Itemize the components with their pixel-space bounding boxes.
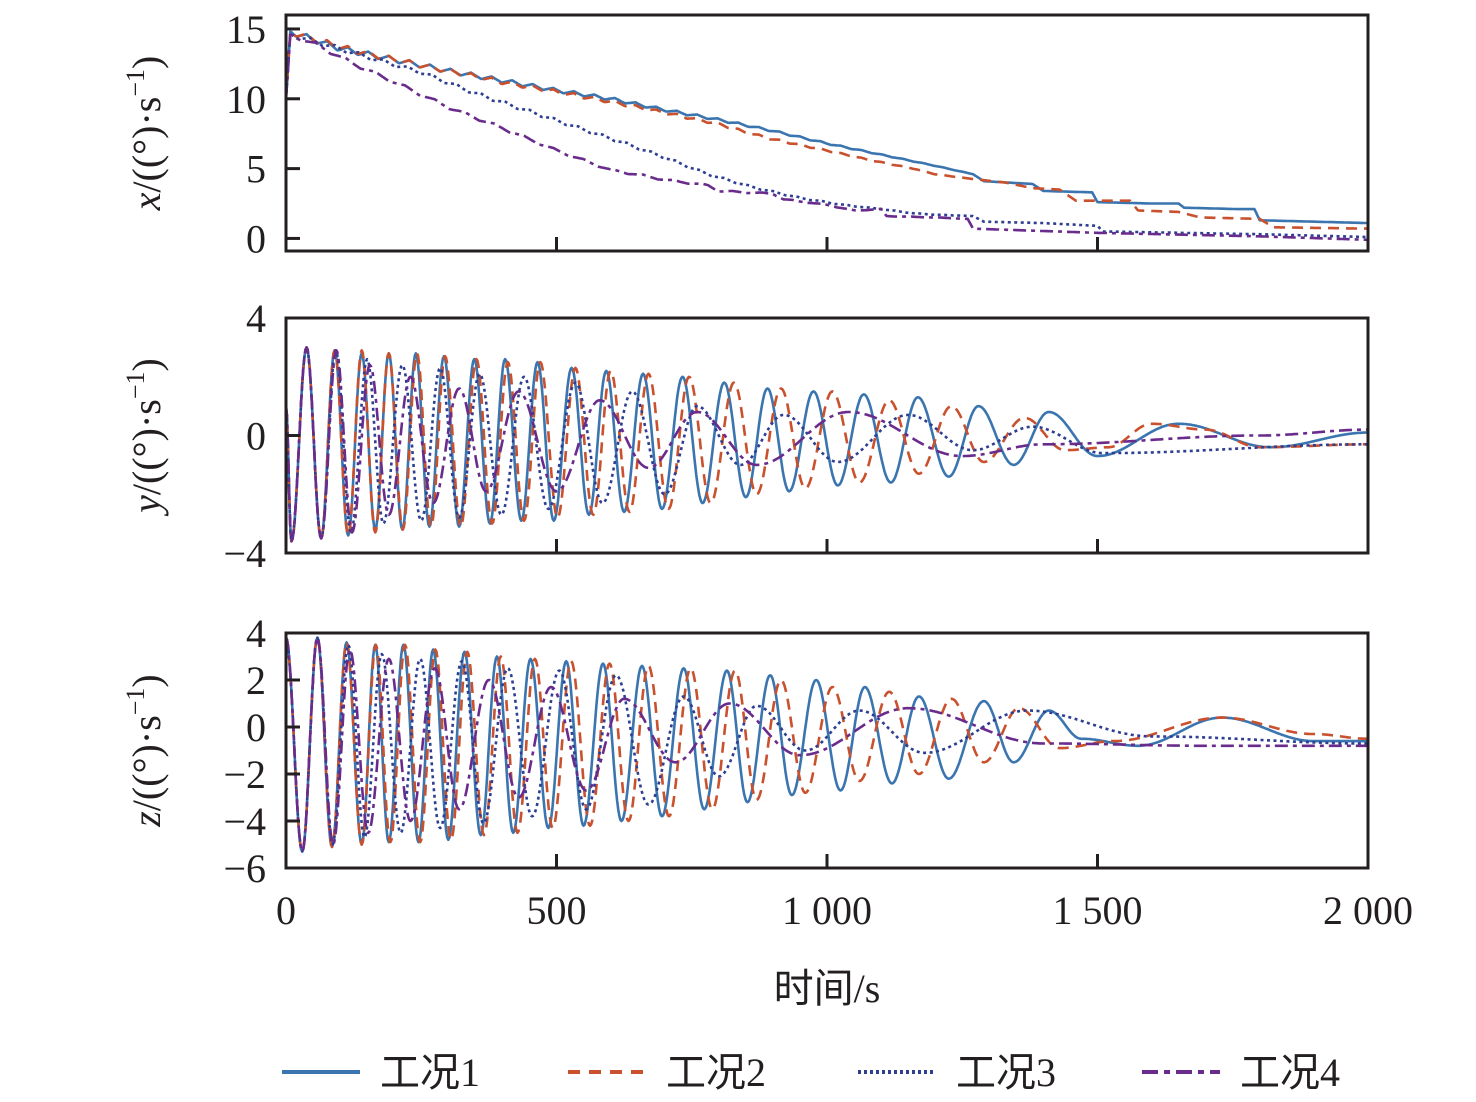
- x-tick-label: 0: [276, 888, 296, 933]
- x-tick-labels: 0 500 1 000 1 500 2 000: [276, 888, 1413, 933]
- series-line-x-工况2: [286, 30, 1368, 230]
- y-tick-label: 10: [226, 77, 266, 122]
- y-tick-label: 15: [226, 7, 266, 52]
- x-tick-label: 1 000: [782, 888, 872, 933]
- series-line-y-工况4: [286, 346, 1368, 543]
- y-axis-label-y: y/((°)·s−1): [121, 358, 169, 517]
- y-axis-label-z: z/((°)·s−1): [121, 674, 169, 828]
- y-tick-label: 4: [246, 611, 266, 656]
- series-line-x-工况1: [286, 30, 1368, 225]
- series-group: [286, 346, 1368, 543]
- x-tick-label: 2 000: [1323, 888, 1413, 933]
- y-tick-label: −6: [223, 846, 266, 891]
- series-line-x-工况3: [286, 33, 1368, 239]
- y-tick-label: 0: [246, 216, 266, 261]
- legend-label: 工况3: [956, 1050, 1056, 1095]
- y-axis-label-x: x/((°)·s−1): [121, 56, 169, 212]
- legend: 工况1 工况2 工况3 工况4: [282, 1050, 1340, 1095]
- legend-item: 工况3: [858, 1050, 1056, 1095]
- legend-item: 工况2: [568, 1050, 766, 1095]
- y-tick-label: 5: [246, 147, 266, 192]
- series-group: [286, 636, 1368, 853]
- x-axis-label: 时间/s: [774, 966, 881, 1011]
- x-tick-label: 1 500: [1053, 888, 1143, 933]
- series-line-y-工况2: [286, 346, 1368, 543]
- subplots: 051015x/((°)·s−1)−404y/((°)·s−1)−6−4−202…: [121, 7, 1370, 891]
- legend-label: 工况4: [1240, 1050, 1340, 1095]
- series-line-z-工况3: [286, 636, 1368, 853]
- series-line-z-工况2: [286, 636, 1368, 853]
- series-line-z-工况1: [286, 636, 1368, 853]
- y-tick-label: −4: [223, 531, 266, 576]
- x-tick-label: 500: [527, 888, 587, 933]
- series-line-x-工况4: [286, 33, 1368, 242]
- series-line-z-工况4: [286, 636, 1368, 853]
- plot-frame: [284, 13, 1370, 253]
- y-tick-label: 4: [246, 296, 266, 341]
- y-tick-label: 0: [246, 414, 266, 459]
- subplot-x: 0 5 10 15 x/((°)·s−1): [121, 7, 1370, 261]
- subplot-y: −4 0 4 y/((°)·s−1): [121, 296, 1370, 576]
- legend-item: 工况1: [282, 1050, 480, 1095]
- series-group: [286, 30, 1368, 242]
- legend-label: 工况2: [666, 1050, 766, 1095]
- y-tick-label: 0: [246, 705, 266, 750]
- legend-label: 工况1: [380, 1050, 480, 1095]
- y-tick-label: −2: [223, 752, 266, 797]
- y-tick-label: −4: [223, 799, 266, 844]
- legend-item: 工况4: [1142, 1050, 1340, 1095]
- y-tick-label: 2: [246, 658, 266, 703]
